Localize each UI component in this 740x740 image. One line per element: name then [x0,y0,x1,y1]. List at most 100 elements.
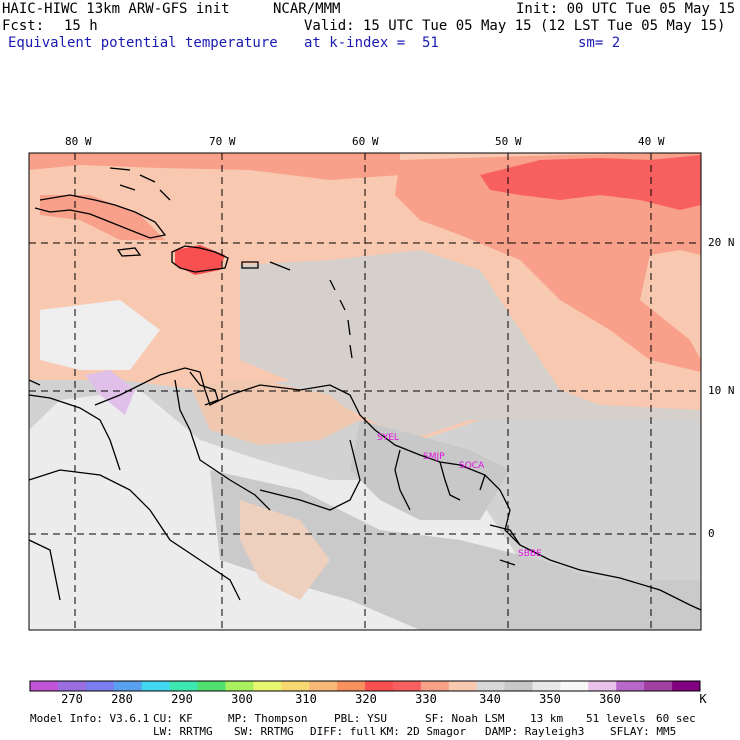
puerto-rico-coast [241,261,259,269]
colorbar-cell [225,681,254,691]
colorbar-cell [30,681,59,691]
field-salmon-ne [395,153,701,372]
amazon-mouth [489,524,521,566]
footer-sflay: SFLAY: MM5 [610,725,677,738]
colorbar-cell [169,681,198,691]
lat-tick-10n: 10 N [708,384,735,397]
south-america-coast [28,367,702,611]
field-salmon-cuba [40,195,165,240]
border-colombia-venezuela [174,379,271,511]
colorbar-cell [309,681,338,691]
footer-model-info: Model Info: V3.6.1 [30,712,150,725]
center-label: NCAR/MMM [273,1,341,17]
panama-coast [28,379,41,386]
colorbar-cell [281,681,310,691]
field-peach-venezuela [190,380,360,445]
field-red-ne [480,155,701,210]
footer-mp: MP: Thompson [228,712,308,725]
field-salmon-nw [29,153,400,180]
colorbar-cell [560,681,589,691]
colorbar-label-330: 330 [415,692,437,706]
colorbar-cell [253,681,282,691]
field-gray-atlantic [240,250,701,440]
colorbar-label-280: 280 [111,692,133,706]
valid-time: Valid: 15 UTC Tue 05 May 15 (12 LST Tue … [304,18,726,34]
colorbar-cell [504,681,533,691]
field-gray-guiana [350,420,510,520]
colorbar-cell [588,681,617,691]
hispaniola-coast [171,245,229,273]
colorbar-label-290: 290 [171,692,193,706]
smoothing: sm= 2 [578,35,621,51]
border-colombia-peru [28,469,241,601]
footer-diff: DIFF: full [310,725,377,738]
colorbar-label-350: 350 [539,692,561,706]
colorbar-cell [616,681,645,691]
colorbar-label-320: 320 [355,692,377,706]
colorbar-cell [420,681,450,691]
colorbar-label-360: 360 [599,692,621,706]
colorbar-label-270: 270 [61,692,83,706]
colorbar-cell [337,681,366,691]
colorbar-cell [644,681,673,691]
footer-km: KM: 2D Smagor [380,725,467,738]
colorbar-label-310: 310 [295,692,317,706]
lon-tick-60w: 60 W [352,135,379,148]
fcst-value: 15 h [64,18,98,34]
lat-tick-20n: 20 N [708,236,735,249]
border-ecuador [28,539,61,601]
border-venezuela-brazil [259,439,361,511]
footer-sf: SF: Noah LSM [425,712,505,725]
footer-resolution: 13 km [530,712,564,725]
antilles-arc [269,261,353,359]
bahamas-arc [109,167,171,201]
colorbar-unit: K [699,692,707,706]
jamaica-coast [116,247,142,257]
field-lavender [85,370,135,415]
lon-tick-40w: 40 W [638,135,665,148]
border-guiana-brazil [479,474,486,491]
colorbar-cell [365,681,394,691]
colorbar-label-340: 340 [479,692,501,706]
graticule [29,153,701,630]
lon-tick-70w: 70 W [209,135,236,148]
colorbar-cell [197,681,226,691]
level-index: at k-index = 51 [304,35,439,51]
footer-cu: CU: KF [153,712,193,725]
model-title: HAIC-HIWC 13km ARW-GFS init [2,1,230,17]
colorbar-frame [29,680,701,692]
orinoco-inlet [189,371,219,406]
field-gray-amazon [210,470,701,630]
colorbar-cell [141,681,171,691]
footer-lw: LW: RRTMG [153,725,213,738]
colorbar-cell [476,681,506,691]
init-time: Init: 00 UTC Tue 05 May 15 [516,1,736,17]
cuba-coast [34,194,167,239]
footer-levels: 51 levels [586,712,646,725]
station-syel: SYEL [377,433,399,443]
border-suriname-guiana [439,461,461,501]
colorbar-cell [448,681,478,691]
border-guyana-suriname [394,449,411,511]
footer-timestep: 60 sec [656,712,696,725]
footer-pbl: PBL: YSU [334,712,387,725]
station-smjp: SMJP [423,452,445,462]
colorbar-cell [392,681,422,691]
station-sbbe: SBBE [518,549,542,559]
footer-damp: DAMP: Rayleigh3 [485,725,585,738]
coastlines [28,167,702,611]
lon-tick-80w: 80 W [65,135,92,148]
footer-sw: SW: RRTMG [234,725,294,738]
colorbar-cell [113,681,143,691]
colorbar-cell [57,681,87,691]
field-white-cauca [40,300,160,370]
colorbar-label-300: 300 [231,692,253,706]
fcst-label: Fcst: [2,18,45,34]
colorbar-cell [672,681,701,691]
lat-tick-0: 0 [708,527,715,540]
map-frame [28,152,702,631]
field-name: Equivalent potential temperature [8,35,278,51]
station-soca: SOCA [459,461,485,471]
